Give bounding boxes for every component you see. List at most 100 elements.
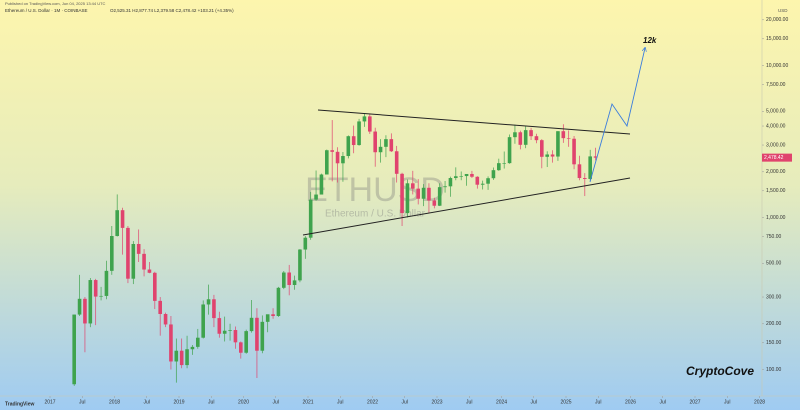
candle-body xyxy=(217,318,222,334)
candle-body xyxy=(153,272,157,301)
candle-body xyxy=(497,163,501,171)
candle-body xyxy=(131,243,136,279)
candle-body xyxy=(190,346,195,350)
x-tick-label: Jul xyxy=(402,399,408,405)
candle-body xyxy=(362,116,367,122)
target-label: 12k xyxy=(643,36,657,45)
candle-body xyxy=(443,186,447,188)
x-tick-label: Jul xyxy=(208,399,214,405)
candle-body xyxy=(72,314,76,385)
x-tick-label: 2024 xyxy=(496,399,507,405)
x-tick-label: Jul xyxy=(79,399,85,405)
candle-body xyxy=(212,299,216,319)
candle-body xyxy=(448,178,453,187)
candle-body xyxy=(518,132,523,145)
chart-title: Ethereum / U.S. Dollar · 1M · COINBASE xyxy=(5,8,88,13)
y-tick-label: 500.00 xyxy=(766,261,782,267)
x-tick-label: 2018 xyxy=(109,399,120,405)
candle-body xyxy=(400,173,404,214)
projection-arrow xyxy=(589,48,645,183)
candle-body xyxy=(120,210,125,228)
x-tick-label: Jul xyxy=(273,399,279,405)
candle-body xyxy=(222,330,227,334)
x-tick-label: Jul xyxy=(531,399,537,405)
upper-trendline xyxy=(317,109,631,135)
y-tick-label: 5,000.00 xyxy=(766,109,786,115)
candle-body xyxy=(99,295,103,297)
candle-body xyxy=(206,299,211,305)
candle-body xyxy=(158,300,162,314)
watermark: ETHUSD xyxy=(305,171,445,209)
candle-body xyxy=(421,187,426,199)
candle-body xyxy=(486,178,490,184)
candle-body xyxy=(491,170,496,179)
y-tick-label: 200.00 xyxy=(766,321,782,327)
candle-body xyxy=(464,173,469,177)
x-tick-label: 2021 xyxy=(302,399,313,405)
candle-body xyxy=(583,178,587,179)
candle-body xyxy=(249,317,254,332)
candle-body xyxy=(502,163,506,164)
candle-body xyxy=(319,174,324,195)
candle-body xyxy=(373,131,377,153)
candle-body xyxy=(110,236,114,271)
last-price-tag xyxy=(762,153,792,162)
x-tick-label: Jul xyxy=(144,399,150,405)
candle-body xyxy=(179,350,184,366)
x-tick-label: Jul xyxy=(660,399,666,405)
y-tick-label: 1,500.00 xyxy=(766,188,786,194)
candle-body xyxy=(346,136,351,157)
x-tick-label: 2028 xyxy=(754,399,765,405)
candle-body xyxy=(244,331,248,353)
candle-body xyxy=(298,249,302,281)
candle-body xyxy=(104,270,109,296)
candle-body xyxy=(260,321,265,351)
candle-body xyxy=(523,130,528,145)
candle-body xyxy=(276,287,281,317)
candle-body xyxy=(561,131,566,139)
candle-body xyxy=(163,313,168,325)
y-tick-label: 20,000.00 xyxy=(766,17,788,23)
candle-body xyxy=(432,200,437,206)
candle-body xyxy=(169,324,173,362)
y-tick-label: 1,000.00 xyxy=(766,215,786,221)
candle-body xyxy=(287,272,291,285)
candle-body xyxy=(405,183,410,214)
y-tick-label: 750.00 xyxy=(766,234,782,240)
candle-body xyxy=(351,136,356,146)
candle-body xyxy=(427,187,431,201)
candle-body xyxy=(437,187,442,206)
candle-body xyxy=(566,138,571,139)
candle-body xyxy=(394,151,399,174)
candle-body xyxy=(325,150,329,175)
candle-body xyxy=(368,116,372,132)
candle-body xyxy=(411,183,415,189)
candle-body xyxy=(475,176,480,185)
candle-body xyxy=(550,154,555,157)
candle-body xyxy=(239,342,243,353)
candle-body xyxy=(556,131,560,157)
candle-body xyxy=(314,194,318,200)
candle-body xyxy=(454,176,458,179)
candle-body xyxy=(282,272,286,288)
y-tick-label: 7,500.00 xyxy=(766,82,786,88)
candle-body xyxy=(357,121,361,146)
x-tick-label: 2017 xyxy=(44,399,55,405)
candle-body xyxy=(136,243,141,254)
candle-body xyxy=(303,237,308,250)
x-tick-label: 2023 xyxy=(431,399,442,405)
candle-body xyxy=(77,298,82,315)
candle-body xyxy=(83,298,87,324)
candle-body xyxy=(513,132,517,138)
candle-body xyxy=(265,314,270,322)
candle-body xyxy=(480,183,485,185)
x-tick-label: 2022 xyxy=(367,399,378,405)
candle-body xyxy=(115,210,119,237)
last-price-label: 2,478.42 xyxy=(764,155,784,161)
candle-body xyxy=(292,280,297,285)
x-tick-label: 2025 xyxy=(560,399,571,405)
watermark-subtitle: Ethereum / U.S. Dollar xyxy=(325,209,426,220)
